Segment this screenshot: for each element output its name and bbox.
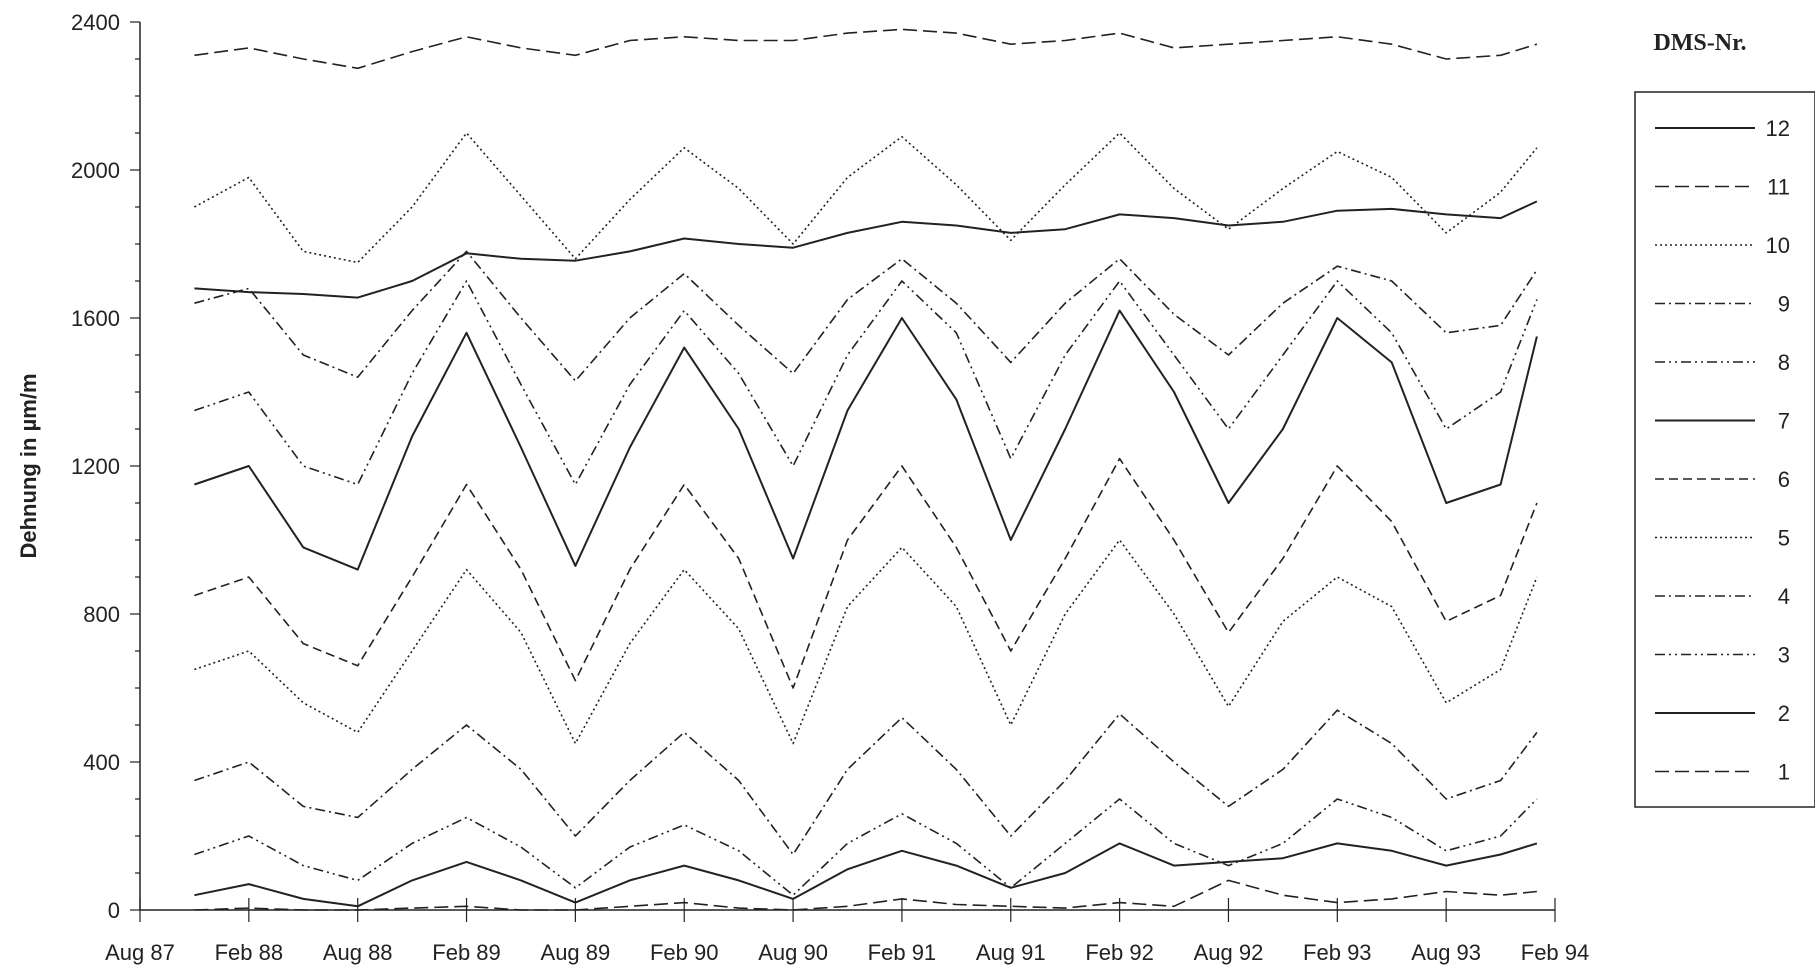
x-tick-label: Feb 88 bbox=[215, 940, 284, 965]
series-line-3 bbox=[194, 798, 1538, 897]
series-line-11 bbox=[194, 28, 1538, 70]
x-tick-label: Feb 94 bbox=[1521, 940, 1590, 965]
y-axis-ticks: 0 400 800 1200 1600 2000 2400 bbox=[71, 10, 140, 923]
x-axis-ticks: Aug 87 Feb 88 Aug 88 Feb 89 Aug 89 Feb 90 Aug … bbox=[105, 898, 1589, 965]
x-tick-label: Aug 90 bbox=[758, 940, 828, 965]
x-tick-label: Aug 88 bbox=[323, 940, 393, 965]
y-tick-label: 2000 bbox=[71, 158, 120, 183]
series-line-12 bbox=[194, 200, 1538, 299]
legend-label-9: 9 bbox=[1778, 292, 1790, 317]
legend-items: 12 11 10 9 8 7 6 5 4 3 2 1 bbox=[1655, 116, 1790, 785]
legend-label-10: 10 bbox=[1766, 233, 1790, 258]
x-tick-label: Feb 92 bbox=[1085, 940, 1154, 965]
y-tick-label: 2400 bbox=[71, 10, 120, 35]
y-tick-label: 1200 bbox=[71, 454, 120, 479]
x-tick-label: Feb 90 bbox=[650, 940, 719, 965]
series-line-4 bbox=[194, 709, 1538, 856]
series-line-2 bbox=[194, 842, 1538, 908]
legend-label-1: 1 bbox=[1778, 760, 1790, 785]
y-tick-label: 1600 bbox=[71, 306, 120, 331]
x-tick-label: Feb 91 bbox=[868, 940, 937, 965]
x-tick-label: Aug 91 bbox=[976, 940, 1046, 965]
x-tick-label: Aug 89 bbox=[541, 940, 611, 965]
series-line-10 bbox=[194, 132, 1538, 264]
x-tick-label: Feb 93 bbox=[1303, 940, 1372, 965]
x-tick-label: Aug 92 bbox=[1194, 940, 1264, 965]
y-tick-label: 400 bbox=[83, 750, 120, 775]
series-line-8 bbox=[194, 280, 1538, 486]
legend-title: DMS-Nr. bbox=[1653, 30, 1746, 56]
legend-label-4: 4 bbox=[1778, 584, 1790, 609]
series-line-6 bbox=[194, 457, 1538, 689]
legend-label-7: 7 bbox=[1778, 409, 1790, 434]
y-tick-label: 800 bbox=[83, 602, 120, 627]
axes bbox=[139, 22, 1555, 911]
legend-label-6: 6 bbox=[1778, 467, 1790, 492]
legend-label-2: 2 bbox=[1778, 701, 1790, 726]
legend-label-3: 3 bbox=[1778, 643, 1790, 668]
y-axis-title: Dehnung in µm/m bbox=[16, 373, 41, 558]
series-lines bbox=[194, 28, 1538, 911]
x-tick-label: Aug 93 bbox=[1411, 940, 1481, 965]
legend-label-5: 5 bbox=[1778, 526, 1790, 551]
x-tick-label: Feb 89 bbox=[432, 940, 501, 965]
x-tick-label: Aug 87 bbox=[105, 940, 175, 965]
legend-label-8: 8 bbox=[1778, 350, 1790, 375]
legend-box bbox=[1634, 91, 1815, 808]
y-tick-label: 0 bbox=[108, 898, 120, 923]
legend-label-11: 11 bbox=[1767, 175, 1790, 200]
legend: DMS-Nr. 12 11 10 9 8 7 6 5 4 3 2 1 bbox=[1634, 30, 1815, 808]
legend-label-12: 12 bbox=[1766, 116, 1790, 141]
series-line-7 bbox=[194, 309, 1538, 571]
series-line-1 bbox=[194, 879, 1537, 911]
series-line-9 bbox=[194, 250, 1538, 382]
